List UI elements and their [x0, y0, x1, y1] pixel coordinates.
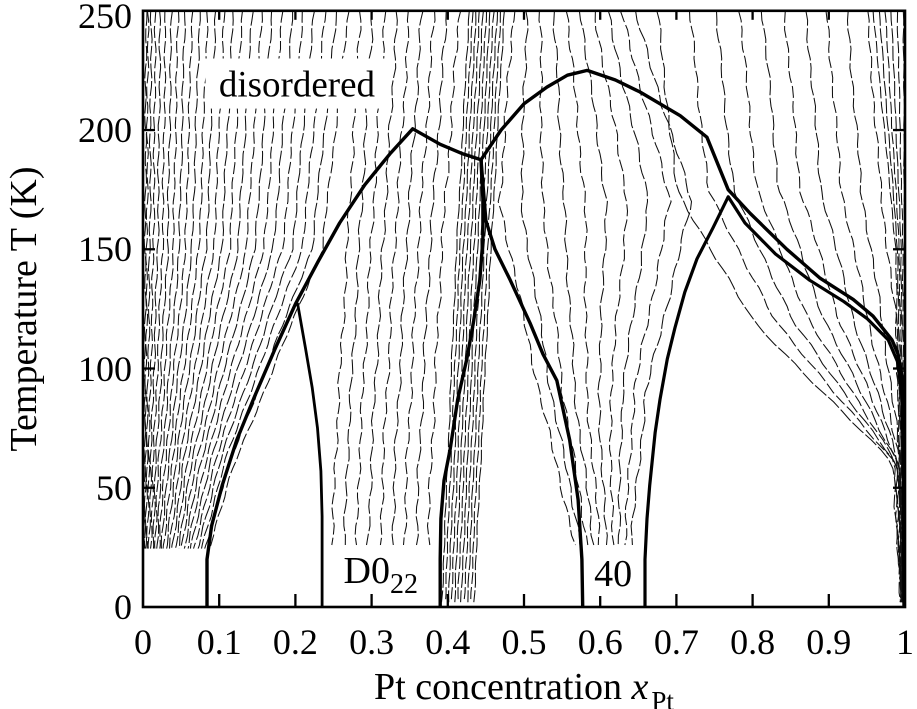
y-axis-title: Temperature T (K): [3, 166, 45, 452]
x-tick-label: 0.2: [272, 622, 318, 662]
phase-label-d022: D022: [338, 549, 423, 600]
x-tick-label: 0.5: [501, 622, 547, 662]
x-tick-label: 0.7: [653, 622, 699, 662]
y-tick-label: 0: [114, 587, 132, 627]
y-tick-label: 250: [78, 0, 132, 36]
y-tick-label: 100: [78, 348, 132, 389]
x-axis-title-variable: x: [631, 666, 649, 708]
phase-label-d022-main: D0: [343, 550, 390, 593]
x-axis-title-subscript: Pt: [651, 686, 674, 709]
y-tick-label: 200: [78, 110, 132, 151]
x-tick-label: 0.6: [577, 622, 623, 662]
x-tick-label: 1: [896, 622, 914, 662]
phase-label-disordered: disordered: [212, 63, 382, 107]
phase-label-d022-subscript: 22: [389, 569, 418, 601]
y-tick-label: 50: [96, 467, 132, 508]
x-tick-label: 0.1: [196, 622, 242, 662]
x-tick-label: 0.9: [806, 622, 852, 662]
x-tick-label: 0.8: [730, 622, 776, 662]
x-axis-title-text: Pt concentration: [374, 666, 632, 708]
x-tick-label: 0: [134, 622, 152, 662]
phase-label-40: 40: [589, 551, 638, 596]
x-axis-title: Pt concentration x Pt: [374, 665, 674, 709]
x-tick-label: 0.4: [425, 622, 471, 662]
x-tick-label: 0.3: [349, 622, 395, 662]
y-tick-label: 150: [78, 229, 132, 270]
